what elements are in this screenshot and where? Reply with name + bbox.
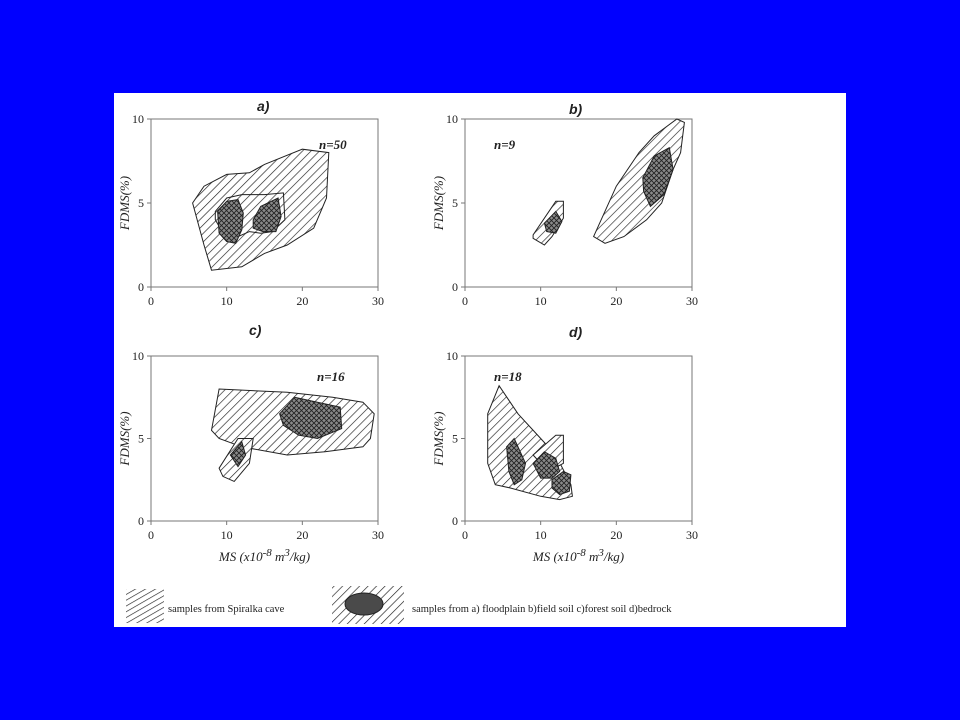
x-tick-label: 10 bbox=[221, 528, 233, 542]
source-region-3 bbox=[506, 437, 527, 486]
x-tick-label: 30 bbox=[372, 528, 384, 542]
panel-label: a) bbox=[257, 98, 270, 114]
x-tick-label: 10 bbox=[535, 528, 547, 542]
x-tick-label: 30 bbox=[686, 294, 698, 308]
y-tick-label: 0 bbox=[138, 514, 144, 528]
panel-label: d) bbox=[569, 324, 583, 340]
source-region-4 bbox=[252, 197, 282, 233]
figure-svg: 0 10 20 30 0 5 10 FDMS(%) a) n=50 0 10 20 30 0 5 10 FDMS(… bbox=[117, 98, 698, 624]
chart-panel-2: 0 10 20 30 0 5 10 FDMS(%) b) n=9 bbox=[431, 101, 698, 308]
x-tick-label: 20 bbox=[296, 294, 308, 308]
y-tick-label: 5 bbox=[452, 432, 458, 446]
y-axis-label: FDMS(%) bbox=[117, 176, 132, 231]
y-tick-label: 5 bbox=[452, 196, 458, 210]
y-tick-label: 5 bbox=[138, 196, 144, 210]
x-tick-label: 20 bbox=[296, 528, 308, 542]
n-label: n=16 bbox=[317, 369, 345, 384]
legend: samples from Spiralka cave samples from … bbox=[126, 586, 672, 624]
legend-cave-swatch bbox=[126, 589, 164, 623]
figure-panel: 0 10 20 30 0 5 10 FDMS(%) a) n=50 0 10 20 30 0 5 10 FDMS(… bbox=[114, 93, 846, 627]
x-axis-label: MS (x10-8 m3/kg) bbox=[218, 547, 310, 564]
x-tick-label: 20 bbox=[610, 528, 622, 542]
panel-label: c) bbox=[249, 322, 262, 338]
legend-source-swatch bbox=[344, 592, 384, 616]
source-region-5 bbox=[551, 470, 572, 496]
source-region-3 bbox=[279, 396, 343, 440]
y-axis-label: FDMS(%) bbox=[117, 411, 132, 466]
x-tick-label: 10 bbox=[535, 294, 547, 308]
y-axis-label: FDMS(%) bbox=[431, 176, 446, 231]
x-tick-label: 30 bbox=[372, 294, 384, 308]
y-tick-label: 5 bbox=[138, 432, 144, 446]
x-tick-label: 30 bbox=[686, 528, 698, 542]
x-axis-label: MS (x10-8 m3/kg) bbox=[532, 547, 624, 564]
n-label: n=9 bbox=[494, 137, 516, 152]
x-tick-label: 0 bbox=[148, 528, 154, 542]
x-tick-label: 0 bbox=[148, 294, 154, 308]
source-region-3 bbox=[217, 199, 244, 244]
n-label: n=50 bbox=[319, 137, 347, 152]
n-label: n=18 bbox=[494, 369, 522, 384]
cave-region-2 bbox=[592, 118, 685, 244]
y-tick-label: 10 bbox=[446, 349, 458, 363]
y-tick-label: 10 bbox=[132, 349, 144, 363]
y-axis-label: FDMS(%) bbox=[431, 411, 446, 466]
legend-cave-label: samples from Spiralka cave bbox=[168, 604, 285, 615]
x-tick-label: 0 bbox=[462, 294, 468, 308]
x-tick-label: 10 bbox=[221, 294, 233, 308]
y-tick-label: 0 bbox=[138, 280, 144, 294]
y-tick-label: 10 bbox=[132, 112, 144, 126]
x-tick-label: 0 bbox=[462, 528, 468, 542]
chart-panel-1: 0 10 20 30 0 5 10 FDMS(%) a) n=50 bbox=[117, 98, 384, 308]
legend-source-label: samples from a) floodplain b)field soil … bbox=[412, 604, 672, 615]
panel-label: b) bbox=[569, 101, 583, 117]
y-tick-label: 0 bbox=[452, 280, 458, 294]
source-region-4 bbox=[642, 146, 674, 208]
y-tick-label: 10 bbox=[446, 112, 458, 126]
source-region-3 bbox=[543, 210, 563, 234]
source-region-4 bbox=[229, 440, 247, 468]
y-tick-label: 0 bbox=[452, 514, 458, 528]
chart-panel-4: 0 10 20 30 0 5 10 FDMS(%) MS (x10-8 m3/kg) d) n=18 bbox=[431, 324, 698, 564]
chart-panel-3: 0 10 20 30 0 5 10 FDMS(%) MS (x10-8 m3/kg) c) n=16 bbox=[117, 322, 384, 564]
source-region-4 bbox=[532, 451, 561, 479]
x-tick-label: 20 bbox=[610, 294, 622, 308]
